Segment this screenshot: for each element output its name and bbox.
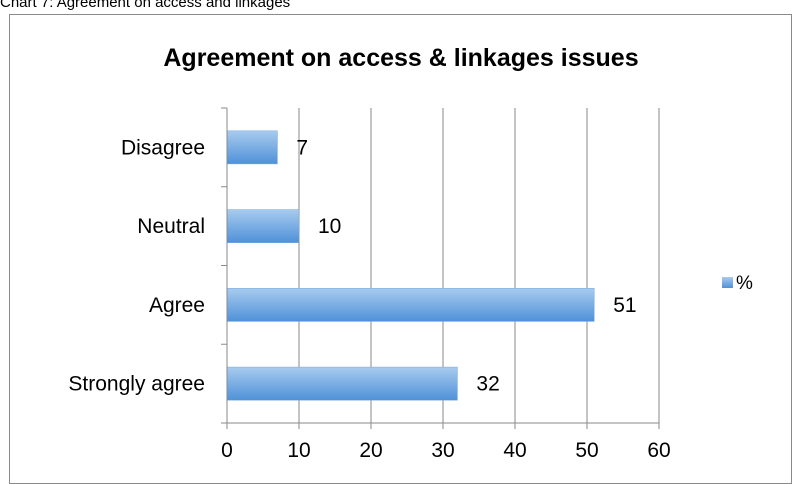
- bars: [226, 130, 595, 401]
- bar-strongly-agree: [226, 366, 458, 401]
- bar-agree: [226, 288, 595, 322]
- legend-label: %: [736, 273, 753, 294]
- legend: %: [722, 273, 753, 294]
- x-tick-label-60: 60: [647, 439, 670, 462]
- data-label-neutral: 10: [318, 215, 341, 238]
- bar-neutral: [226, 209, 300, 243]
- data-label-disagree: 7: [296, 136, 308, 159]
- category-label-agree: Agree: [149, 294, 205, 317]
- data-label-agree: 51: [613, 294, 636, 317]
- axes: [221, 107, 660, 429]
- x-tick-label-0: 0: [221, 439, 233, 462]
- category-label-disagree: Disagree: [121, 136, 205, 159]
- x-tick-label-50: 50: [575, 439, 598, 462]
- figure-caption: Chart 7: Agreement on access and linkage…: [0, 0, 291, 11]
- data-label-strongly-agree: 32: [476, 373, 499, 396]
- x-tick-label-30: 30: [431, 439, 454, 462]
- bar-disagree: [226, 130, 278, 165]
- x-tick-label-20: 20: [359, 439, 382, 462]
- x-tick-label-10: 10: [287, 439, 310, 462]
- chart-title: Agreement on access & linkages issues: [163, 44, 638, 72]
- x-tick-label-40: 40: [503, 439, 526, 462]
- legend-swatch: [722, 277, 733, 288]
- category-label-strongly-agree: Strongly agree: [68, 373, 205, 396]
- chart-frame: [9, 14, 792, 484]
- category-label-neutral: Neutral: [137, 215, 205, 238]
- labels: 0 10 20 30 40 50 60 Disagree 7 Neutral 10 Agree 51 St…: [68, 136, 670, 462]
